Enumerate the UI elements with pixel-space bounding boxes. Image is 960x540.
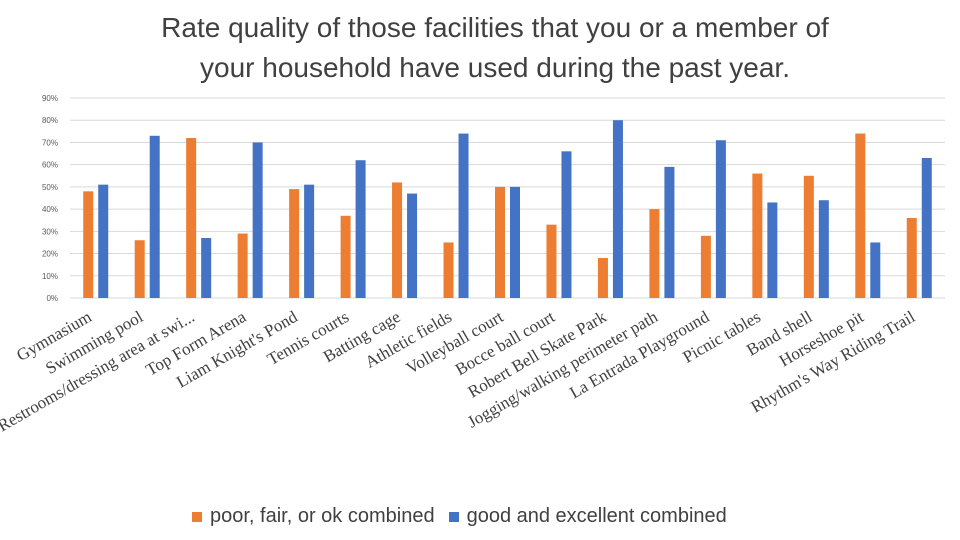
bar-poor: [649, 209, 660, 298]
bar-good: [870, 242, 881, 298]
bar-poor: [289, 189, 300, 298]
bar-poor: [134, 240, 145, 298]
legend-swatch-poor: [192, 511, 202, 522]
bar-good: [407, 193, 418, 298]
y-tick-label: 60%: [42, 161, 58, 170]
x-tick-label: Restrooms/dressing area at swi...: [0, 307, 198, 435]
bar-good: [664, 166, 675, 298]
bar-good: [201, 238, 212, 298]
y-tick-label: 10%: [42, 272, 58, 281]
chart-title: Rate quality of those facilities that yo…: [60, 8, 930, 88]
bar-poor: [237, 233, 248, 298]
bar-poor: [700, 235, 711, 298]
bar-good: [355, 160, 366, 298]
bar-poor: [83, 191, 94, 298]
bar-good: [252, 142, 263, 298]
bar-good: [767, 202, 778, 298]
chart-title-line-1: Rate quality of those facilities that yo…: [161, 12, 829, 43]
legend-label-poor: poor, fair, or ok combined: [210, 505, 435, 527]
bar-good: [715, 140, 726, 298]
bar-good: [510, 186, 520, 298]
legend-item-good: good and excellent combined: [447, 505, 727, 528]
y-tick-label: 40%: [42, 205, 58, 214]
bar-good: [818, 200, 829, 298]
bar-good: [561, 151, 572, 298]
bar-poor: [906, 218, 917, 298]
bar-poor: [186, 138, 197, 298]
chart-legend: poor, fair, or ok combined good and exce…: [190, 505, 830, 528]
bar-poor: [803, 175, 814, 298]
bar-poor: [546, 224, 557, 298]
bar-good: [612, 120, 623, 298]
legend-label-good: good and excellent combined: [466, 505, 727, 527]
bar-poor: [855, 133, 866, 298]
bar-poor: [752, 173, 763, 298]
legend-swatch-good: [448, 511, 459, 522]
y-tick-label: 30%: [42, 227, 58, 236]
bar-good: [304, 184, 315, 298]
bar-good: [458, 133, 469, 298]
bar-poor: [495, 186, 505, 298]
y-tick-label: 90%: [42, 94, 58, 103]
legend-item-poor: poor, fair, or ok combined: [190, 505, 435, 528]
y-tick-label: 80%: [42, 116, 58, 125]
bar-good: [98, 184, 109, 298]
y-tick-label: 70%: [42, 138, 58, 147]
bar-poor: [340, 215, 351, 298]
bar-poor: [443, 242, 454, 298]
y-tick-label: 0%: [46, 294, 58, 303]
chart-title-line-2: your household have used during the past…: [200, 52, 790, 83]
bar-good: [149, 135, 160, 298]
y-tick-label: 50%: [42, 183, 58, 192]
bar-poor: [392, 182, 403, 298]
bar-poor: [597, 258, 608, 298]
y-tick-label: 20%: [42, 250, 58, 259]
bar-good: [921, 158, 932, 298]
